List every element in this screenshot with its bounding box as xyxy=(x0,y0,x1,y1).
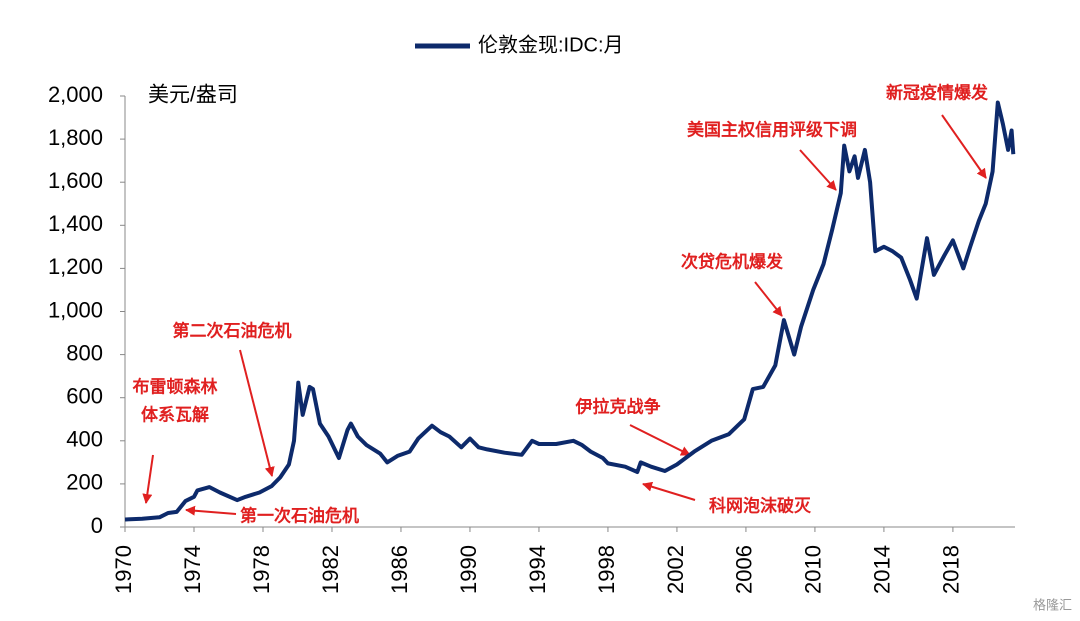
x-tick-label: 1998 xyxy=(594,545,619,594)
line xyxy=(124,100,1016,522)
y-tick-label: 1,800 xyxy=(48,125,103,150)
x-tick-label: 1994 xyxy=(525,545,550,594)
x-tick-label: 2010 xyxy=(801,545,826,594)
x-tick-label: 1970 xyxy=(111,545,136,594)
annotation: 科网泡沫破灭 xyxy=(709,496,812,517)
x-tick-label: 1982 xyxy=(318,545,343,594)
y-tick-label: 1,000 xyxy=(48,297,103,322)
y-axis-label: 美元/盎司 xyxy=(148,84,238,107)
watermark: 格隆汇 xyxy=(1033,597,1072,612)
annotation: 体系瓦解 xyxy=(141,405,209,426)
y-tick-label: 1,200 xyxy=(48,254,103,279)
y-tick-label: 400 xyxy=(66,427,103,452)
y-tick-label: 200 xyxy=(66,470,103,495)
y-tick-label: 2,000 xyxy=(48,82,103,107)
annotation: 次贷危机爆发 xyxy=(681,252,784,273)
x-tick-label: 2018 xyxy=(939,545,964,594)
annotation: 第二次石油危机 xyxy=(173,321,292,342)
arrows xyxy=(142,114,987,516)
x-tick-label: 2006 xyxy=(732,545,757,594)
x-tick-label: 1990 xyxy=(456,545,481,594)
y-tick-label: 800 xyxy=(66,340,103,365)
x-tick-label: 1978 xyxy=(249,545,274,594)
y-tick-label: 1,400 xyxy=(48,211,103,236)
annotation: 美国主权信用评级下调 xyxy=(687,120,857,141)
x-tick-label: 1986 xyxy=(387,545,412,594)
x-tick-label: 1974 xyxy=(180,545,205,594)
annotation: 第一次石油危机 xyxy=(240,506,359,527)
annotation: 新冠疫情爆发 xyxy=(886,83,989,104)
x-tick-label: 2002 xyxy=(663,545,688,594)
legend-label: 伦敦金现:IDC:月 xyxy=(478,33,624,56)
annotation: 伊拉克战争 xyxy=(575,397,661,418)
y-tick-label: 1,600 xyxy=(48,168,103,193)
y-tick-label: 0 xyxy=(91,513,103,538)
x-tick-label: 2014 xyxy=(870,545,895,594)
y-tick-label: 600 xyxy=(66,384,103,409)
annotation: 布雷顿森林 xyxy=(133,377,218,398)
